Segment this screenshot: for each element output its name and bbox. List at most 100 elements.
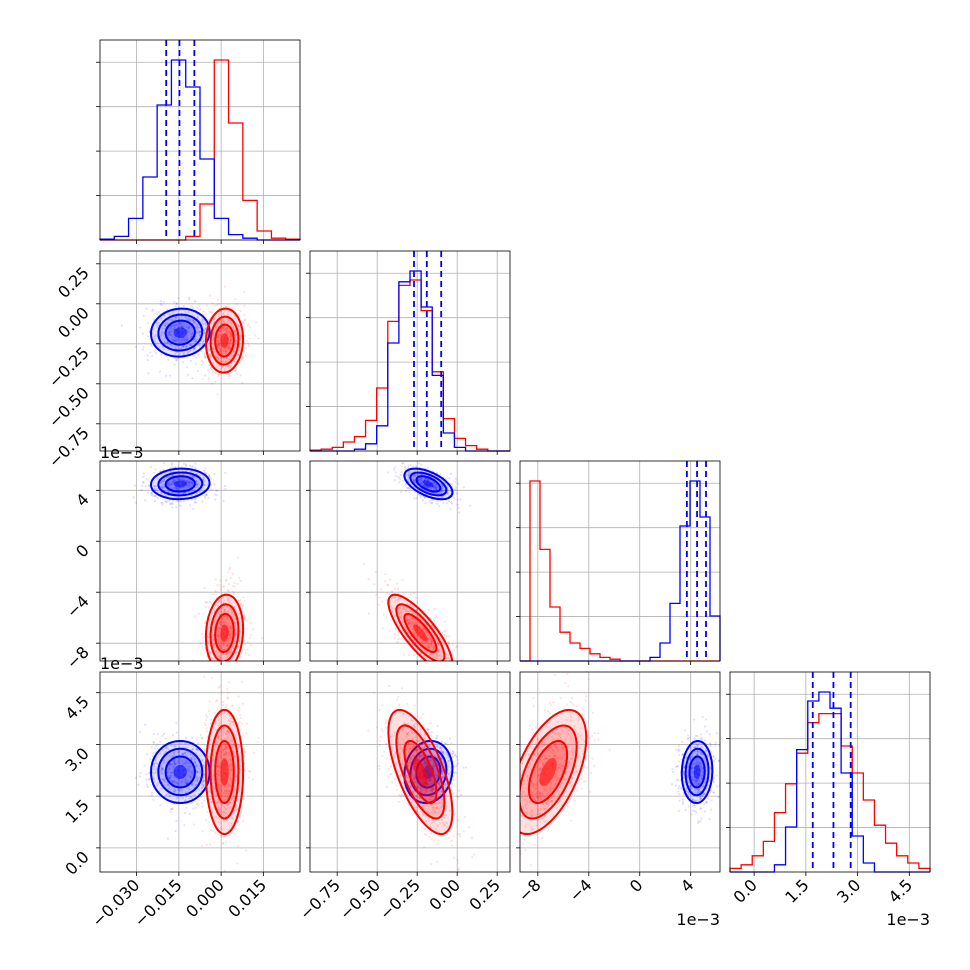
sample-point xyxy=(220,691,223,694)
sample-point xyxy=(464,664,466,666)
sample-point xyxy=(437,839,440,842)
sample-point xyxy=(210,602,213,605)
sample-point xyxy=(239,337,242,340)
sample-point xyxy=(439,790,442,794)
sample-point xyxy=(180,456,182,458)
sample-point xyxy=(417,637,421,640)
sample-point xyxy=(400,470,403,474)
sample-point xyxy=(419,732,422,735)
sample-point xyxy=(419,482,423,485)
sample-point xyxy=(194,362,197,365)
sample-point xyxy=(244,347,248,350)
sample-point xyxy=(196,483,199,486)
sample-point xyxy=(425,486,428,489)
sample-point xyxy=(195,331,198,334)
sample-point xyxy=(228,330,232,333)
sample-point xyxy=(230,817,234,820)
sample-point xyxy=(217,738,221,741)
sample-point xyxy=(234,775,238,779)
sample-point xyxy=(163,336,166,339)
sample-point xyxy=(173,776,177,779)
sample-point xyxy=(409,635,412,638)
sample-point xyxy=(217,334,220,337)
sample-point xyxy=(217,787,220,790)
sample-point xyxy=(173,336,176,339)
sample-point xyxy=(425,790,428,793)
sample-point xyxy=(419,786,422,789)
sample-point xyxy=(203,748,206,752)
sample-point xyxy=(183,323,186,326)
sample-point xyxy=(187,481,190,484)
sample-point xyxy=(222,329,225,332)
sample-point xyxy=(226,616,229,619)
sample-point xyxy=(184,778,187,782)
sample-point xyxy=(173,790,176,793)
sample-point xyxy=(421,789,424,792)
sample-point xyxy=(212,347,215,350)
sample-point xyxy=(391,607,394,610)
sample-point xyxy=(219,347,223,350)
sample-point xyxy=(223,485,227,488)
sample-point xyxy=(229,777,232,781)
sample-point xyxy=(176,782,179,785)
sample-point xyxy=(195,802,198,806)
sample-point xyxy=(183,824,186,827)
sample-point xyxy=(175,486,178,490)
panel-frame xyxy=(99,460,301,662)
sample-point xyxy=(183,339,187,342)
sample-point xyxy=(201,770,204,774)
sample-point xyxy=(382,613,385,616)
sample-point xyxy=(229,340,232,343)
sample-point xyxy=(173,363,176,366)
sample-point xyxy=(216,343,219,346)
sample-point xyxy=(421,473,424,476)
sample-point xyxy=(184,778,188,781)
sample-point xyxy=(226,803,230,806)
sample-point xyxy=(200,801,204,805)
sample-point xyxy=(452,792,455,795)
sample-point xyxy=(220,329,223,332)
sample-point xyxy=(222,349,225,353)
sample-point xyxy=(189,485,192,488)
sample-point xyxy=(200,318,203,321)
sample-point xyxy=(225,751,228,754)
sample-point xyxy=(401,607,404,610)
sample-point xyxy=(218,330,221,333)
sample-point xyxy=(217,375,220,378)
sample-point xyxy=(222,703,225,706)
sample-point xyxy=(459,793,463,797)
sample-point xyxy=(424,760,427,764)
sample-point xyxy=(147,322,150,325)
sample-point xyxy=(152,484,156,488)
sample-point xyxy=(162,479,165,483)
sample-point xyxy=(177,487,180,490)
sample-point xyxy=(409,761,412,765)
contour-red xyxy=(220,333,229,348)
sample-point xyxy=(254,321,258,324)
sample-point xyxy=(410,711,413,714)
sample-point xyxy=(226,327,229,330)
sample-point xyxy=(162,779,166,782)
sample-point xyxy=(433,839,436,842)
sample-point xyxy=(190,465,193,468)
sample-point xyxy=(188,481,191,484)
sample-point xyxy=(458,511,461,514)
sample-point xyxy=(232,592,235,595)
sample-point xyxy=(377,603,380,606)
sample-point xyxy=(155,351,158,355)
sample-point xyxy=(471,856,474,859)
sample-point xyxy=(403,484,407,487)
sample-point xyxy=(237,324,240,327)
sample-point xyxy=(193,339,196,342)
sample-point xyxy=(142,345,145,349)
sample-point xyxy=(235,652,238,655)
sample-point xyxy=(157,477,160,481)
sample-point xyxy=(212,829,215,832)
sample-point xyxy=(241,381,244,385)
sample-point xyxy=(399,747,403,750)
sample-point xyxy=(226,667,228,669)
sample-point xyxy=(182,325,185,328)
sample-point xyxy=(189,482,192,485)
sample-point xyxy=(218,343,221,347)
sample-point xyxy=(175,338,178,341)
